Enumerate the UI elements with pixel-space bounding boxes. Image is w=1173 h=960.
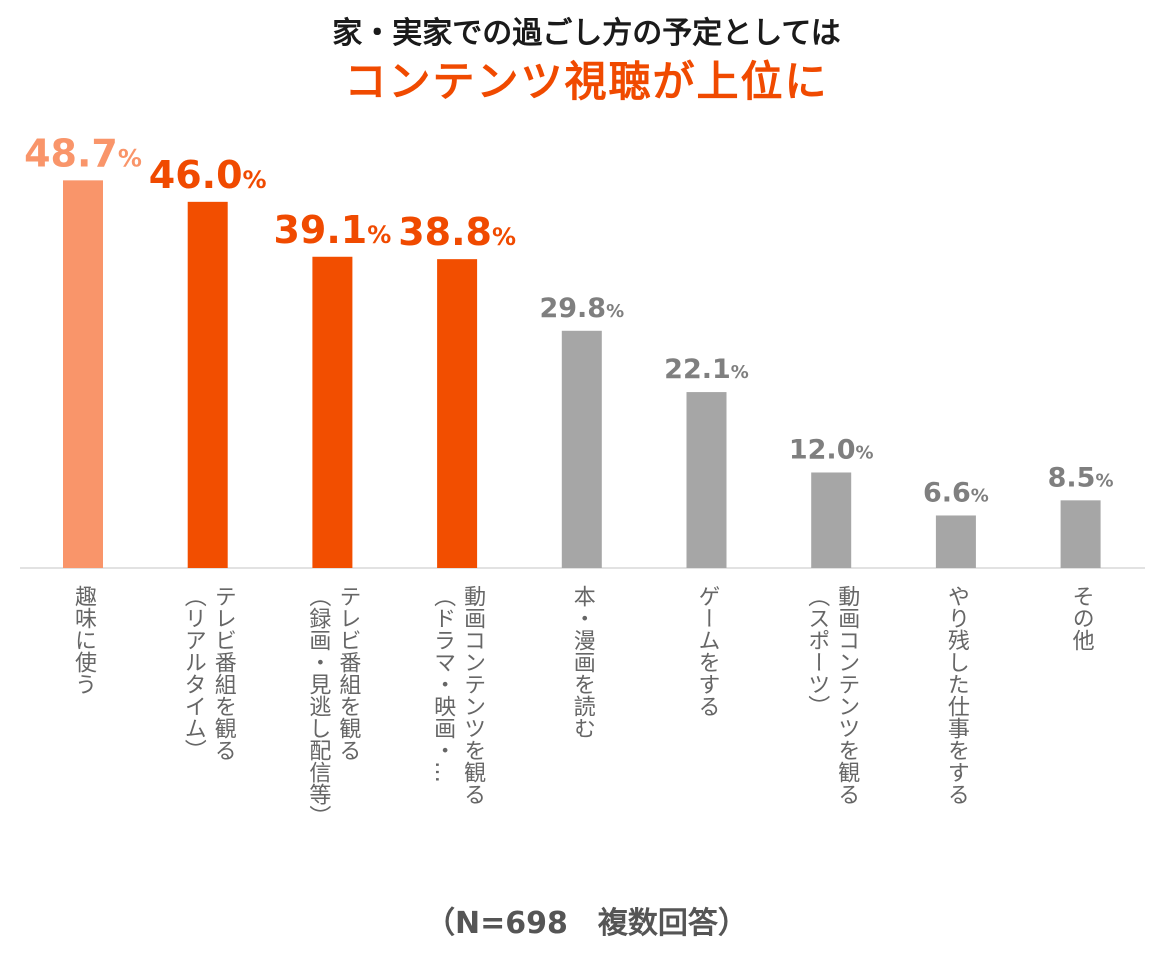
category-label-1: テレビ番組を観る （リアルタイム） [180,585,236,761]
value-label-0: 48.7% [24,131,142,175]
bar-1 [187,201,228,568]
bar-8 [1060,500,1101,568]
category-label-2: テレビ番組を観る （録画・見逃し配信等） [305,585,361,827]
value-label-5: 22.1% [664,354,749,385]
bar-4 [561,330,602,568]
category-label-0: 趣味に使う [71,585,96,695]
bar-3 [437,259,478,568]
bar-5 [686,392,727,568]
sample-note: （N=698 複数回答） [425,906,748,941]
category-label-7: やり残した仕事をする [943,585,969,805]
bar-6 [811,472,852,568]
value-label-8: 8.5% [1048,462,1114,493]
category-label-6: 動画コンテンツを観る （スポーツ） [804,585,860,805]
bar-7 [935,515,976,568]
chart-subtitle: コンテンツ視聴が上位に [344,57,829,106]
value-label-2: 39.1% [273,208,391,252]
value-label-3: 38.8% [398,210,516,254]
category-label-5: ゲームをする [694,585,720,717]
value-label-1: 46.0% [149,153,267,197]
bar-0 [63,180,103,568]
value-label-7: 6.6% [923,477,989,508]
chart-title: 家・実家での過ごし方の予定としては [332,16,841,51]
value-label-6: 12.0% [789,434,874,465]
value-label-4: 29.8% [539,293,624,324]
category-label-8: その他 [1068,585,1094,651]
bar-2 [312,256,353,568]
category-label-3: 動画コンテンツを観る （ドラマ・映画・… [430,585,486,805]
category-label-4: 本・漫画を読む [569,585,595,739]
